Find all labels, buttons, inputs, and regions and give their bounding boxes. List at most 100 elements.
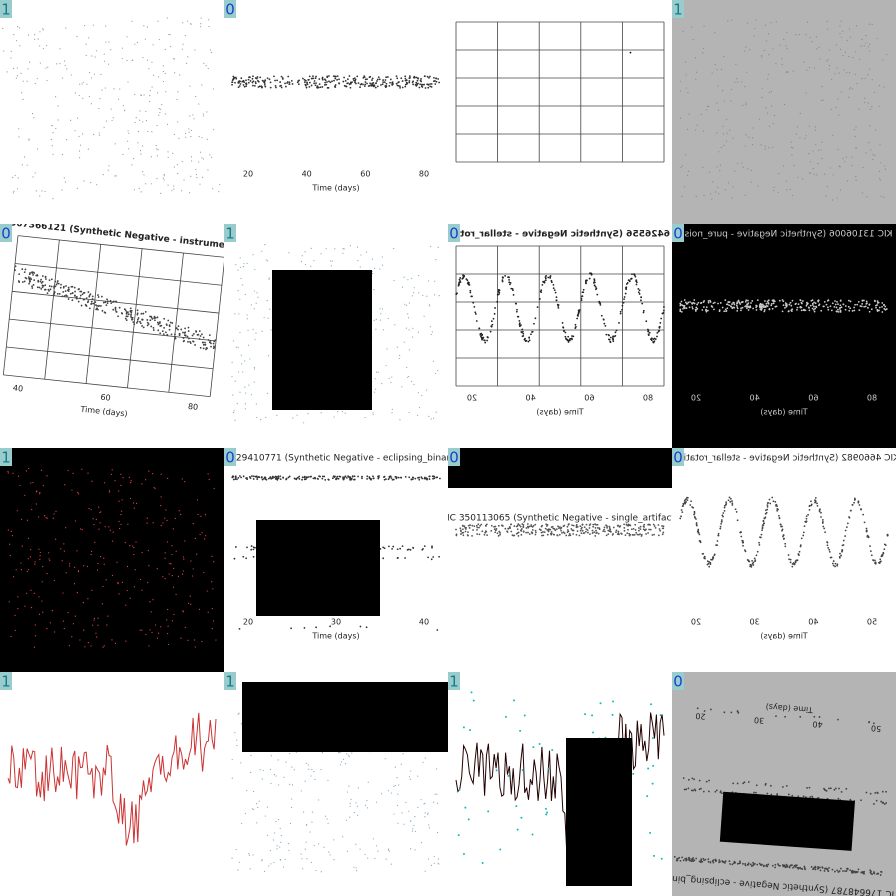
point <box>520 324 522 327</box>
tile-body <box>224 672 448 896</box>
point <box>820 516 822 518</box>
point <box>763 49 765 52</box>
point <box>85 43 87 45</box>
point <box>552 283 555 286</box>
point <box>478 526 480 529</box>
point <box>405 327 408 329</box>
point <box>81 468 83 470</box>
point <box>774 305 777 308</box>
point <box>749 863 752 866</box>
point <box>281 77 284 79</box>
point <box>436 831 439 834</box>
point <box>411 476 414 479</box>
point <box>824 173 826 175</box>
point <box>368 476 371 478</box>
point <box>36 78 38 80</box>
point <box>356 870 358 872</box>
point <box>249 358 251 360</box>
point <box>329 260 332 262</box>
x-tick-label: 30 <box>331 618 341 627</box>
point <box>81 293 84 296</box>
point <box>428 415 430 417</box>
point <box>252 254 254 256</box>
point <box>182 556 185 558</box>
point <box>726 307 729 310</box>
point <box>118 593 120 595</box>
point <box>805 135 807 137</box>
point <box>14 269 16 272</box>
point <box>340 761 342 763</box>
point <box>308 768 310 770</box>
point <box>194 537 196 540</box>
point <box>167 477 169 480</box>
point <box>796 866 799 869</box>
point <box>105 25 107 27</box>
x-tick-label: 60 <box>584 394 594 403</box>
point <box>555 296 558 299</box>
point <box>527 531 529 534</box>
point <box>815 36 817 38</box>
point <box>103 60 106 62</box>
point <box>173 188 175 190</box>
point <box>766 865 769 868</box>
point <box>624 534 627 536</box>
point <box>16 67 19 69</box>
point <box>182 611 184 613</box>
point <box>212 188 214 190</box>
point <box>402 753 404 755</box>
point <box>485 525 487 527</box>
x-tick-label: 20 <box>691 394 701 403</box>
point <box>233 76 236 79</box>
point <box>385 76 388 79</box>
point <box>790 310 793 313</box>
point <box>25 470 28 472</box>
point <box>506 531 509 533</box>
point <box>6 71 8 73</box>
point <box>338 752 340 754</box>
point <box>825 303 828 306</box>
point <box>277 759 279 761</box>
point <box>234 380 236 382</box>
point <box>389 78 392 81</box>
point <box>414 830 417 833</box>
point <box>834 787 837 790</box>
point <box>654 338 657 341</box>
point <box>32 284 35 286</box>
point <box>774 866 777 869</box>
point <box>767 78 769 80</box>
point <box>512 289 514 292</box>
point <box>784 306 786 309</box>
point <box>861 192 863 194</box>
point <box>799 715 802 718</box>
point <box>318 843 320 845</box>
point <box>764 148 766 150</box>
point <box>639 525 642 528</box>
occlusion <box>272 270 372 410</box>
point <box>403 276 405 278</box>
point <box>246 318 248 320</box>
point <box>840 790 843 793</box>
point <box>682 502 685 505</box>
point <box>705 306 708 309</box>
point <box>65 285 67 287</box>
point <box>120 523 122 526</box>
point <box>831 78 833 81</box>
point <box>739 531 742 534</box>
point <box>46 475 48 477</box>
point <box>246 478 249 481</box>
point <box>250 548 253 551</box>
point <box>86 301 89 304</box>
point <box>96 308 99 311</box>
point <box>162 333 165 336</box>
point <box>429 83 432 85</box>
point <box>328 75 330 77</box>
point <box>35 190 37 192</box>
point <box>559 526 561 528</box>
point <box>55 283 58 286</box>
point <box>632 772 635 775</box>
point <box>621 304 624 307</box>
point <box>252 75 254 78</box>
point <box>233 410 235 412</box>
point <box>844 529 847 532</box>
point <box>261 250 263 252</box>
